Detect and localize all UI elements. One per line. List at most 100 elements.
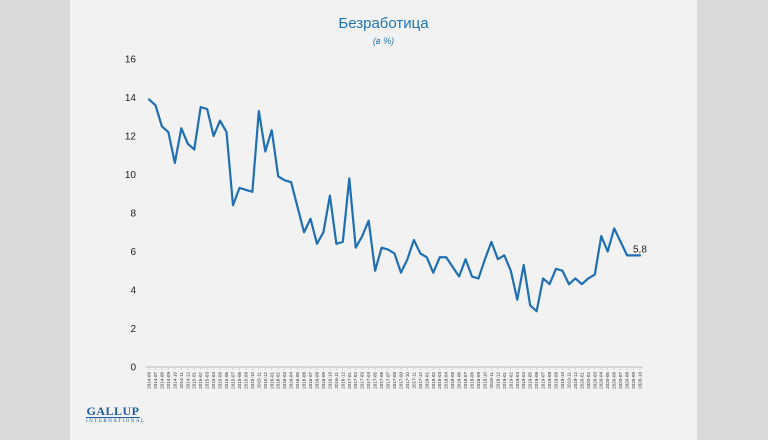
y-tick-label: 14 [125, 93, 137, 104]
data-point [497, 258, 499, 260]
chart-title: Безработица [338, 15, 429, 32]
y-tick-label: 16 [125, 55, 137, 66]
data-point [626, 254, 628, 256]
data-point [587, 277, 589, 279]
x-tick-label: 2019-05 [528, 372, 533, 389]
data-point [277, 175, 279, 177]
x-tick-label: 2017-04 [366, 372, 371, 389]
y-tick-label: 0 [130, 363, 136, 374]
x-tick-label: 2019-10 [560, 372, 565, 389]
data-point [213, 135, 215, 137]
data-point [477, 277, 479, 279]
x-tick-label: 2018-09 [476, 372, 481, 389]
data-point [161, 125, 163, 127]
data-point [458, 275, 460, 277]
data-point [264, 150, 266, 152]
x-tick-label: 2020-10 [638, 372, 643, 389]
y-tick-label: 8 [130, 209, 136, 220]
x-tick-label: 2020-01 [579, 372, 584, 389]
x-tick-label: 2016-06 [302, 372, 307, 389]
data-point [174, 162, 176, 164]
x-tick-label: 2018-02 [431, 372, 436, 389]
x-tick-label: 2020-09 [631, 372, 636, 389]
x-tick-label: 2014-09 [166, 372, 171, 389]
data-point [232, 204, 234, 206]
data-point [180, 127, 182, 129]
x-tick-label: 2017-08 [392, 372, 397, 389]
x-tick-label: 2015-08 [237, 372, 242, 389]
data-point [529, 304, 531, 306]
data-point [187, 143, 189, 145]
x-tick-label: 2018-12 [495, 372, 500, 389]
data-point [471, 275, 473, 277]
data-point [309, 218, 311, 220]
y-tick-label: 2 [130, 324, 136, 335]
data-point [251, 191, 253, 193]
x-tick-label: 2020-07 [618, 372, 623, 389]
x-tick-label: 2016-12 [340, 372, 345, 389]
data-point [225, 131, 227, 133]
data-point [374, 270, 376, 272]
data-point [400, 272, 402, 274]
x-tick-label: 2015-04 [211, 372, 216, 389]
x-tick-label: 2017-01 [347, 372, 352, 389]
data-point [561, 270, 563, 272]
data-point [484, 258, 486, 260]
x-tick-label: 2017-09 [398, 372, 403, 389]
x-tick-label: 2017-05 [373, 372, 378, 389]
x-tick-label: 2016-02 [276, 372, 281, 389]
x-tick-label: 2018-05 [450, 372, 455, 389]
data-point [503, 254, 505, 256]
data-point [290, 181, 292, 183]
data-point [284, 179, 286, 181]
x-tick-label: 2020-02 [586, 372, 591, 389]
x-tick-label: 2017-02 [353, 372, 358, 389]
data-point [536, 310, 538, 312]
x-tick-label: 2019-12 [573, 372, 578, 389]
data-point [361, 235, 363, 237]
chart-subtitle: (в %) [372, 36, 395, 46]
x-tick-label: 2017-11 [411, 372, 416, 389]
data-point [464, 258, 466, 260]
data-point [426, 256, 428, 258]
data-point [167, 131, 169, 133]
data-point [193, 148, 195, 150]
x-tick-label: 2018-06 [457, 372, 462, 389]
x-tick-label: 2015-02 [198, 372, 203, 389]
data-point [238, 187, 240, 189]
data-point [439, 256, 441, 258]
x-tick-label: 2019-11 [566, 372, 571, 389]
x-tick-label: 2019-01 [502, 372, 507, 389]
x-tick-label: 2019-03 [515, 372, 520, 389]
x-tick-label: 2018-07 [463, 372, 468, 389]
x-tick-label: 2016-07 [308, 372, 313, 389]
x-tick-label: 2020-05 [605, 372, 610, 389]
data-point [452, 266, 454, 268]
x-tick-label: 2018-01 [424, 372, 429, 389]
data-point [380, 247, 382, 249]
x-tick-label: 2020-03 [592, 372, 597, 389]
data-point [419, 252, 421, 254]
data-point [154, 104, 156, 106]
x-tick-label: 2014-10 [172, 372, 177, 389]
y-tick-label: 12 [125, 132, 137, 143]
data-point [348, 177, 350, 179]
x-tick-label: 2014-08 [159, 372, 164, 389]
x-tick-label: 2020-04 [599, 372, 604, 389]
data-point [568, 283, 570, 285]
data-point [581, 283, 583, 285]
x-tick-label: 2015-01 [192, 372, 197, 389]
data-point [303, 231, 305, 233]
x-tick-label: 2014-06 [147, 372, 152, 389]
x-tick-label: 2016-08 [314, 372, 319, 389]
x-tick-label: 2016-11 [334, 372, 339, 389]
data-point [316, 243, 318, 245]
x-tick-label: 2016-09 [321, 372, 326, 389]
x-tick-label: 2016-05 [295, 372, 300, 389]
data-point [271, 129, 273, 131]
x-tick-label: 2017-12 [418, 372, 423, 389]
last-value-label: 5,8 [633, 244, 647, 255]
data-point [342, 241, 344, 243]
data-point [245, 189, 247, 191]
